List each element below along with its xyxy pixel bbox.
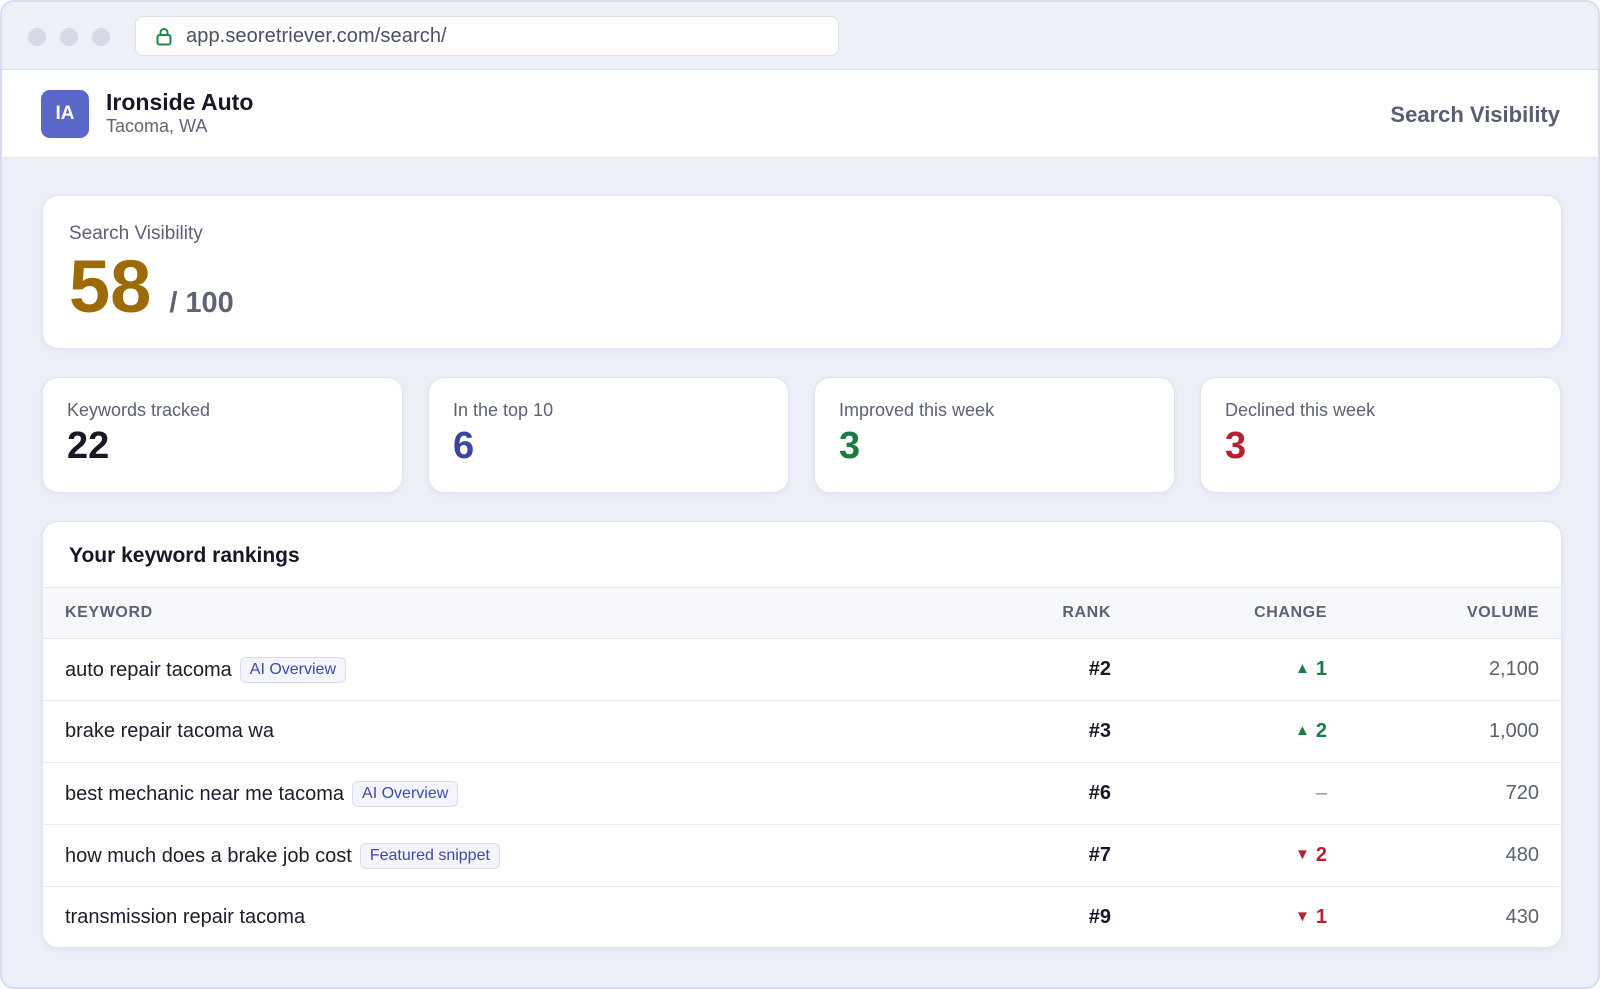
keyword-rankings-card: Your keyword rankings Keyword Rank Chang… [42, 521, 1562, 948]
rank-cell: #9 [911, 887, 1111, 948]
volume-value: 1,000 [1488, 720, 1539, 742]
stat-value: 3 [839, 425, 861, 467]
score-row: 58 / 100 [69, 250, 234, 324]
table-row[interactable]: how much does a brake job cost Featured s… [43, 824, 1561, 887]
window-close-dot[interactable] [28, 28, 46, 46]
rankings-title: Your keyword rankings [69, 544, 300, 567]
volume-cell: 2,100 [1327, 638, 1561, 701]
change-cell: ▲ 1 [1111, 638, 1327, 701]
change-value: 1 [1315, 658, 1327, 680]
score-value: 58 [69, 245, 152, 328]
keyword-text: how much does a brake job cost [65, 844, 352, 867]
change-indicator: ▼ 2 [1295, 844, 1327, 866]
keyword-cell: brake repair tacoma wa [43, 700, 911, 763]
change-value: – [1315, 782, 1327, 804]
stat-card-improved: Improved this week 3 [814, 377, 1175, 493]
change-value: 1 [1315, 906, 1327, 929]
change-indicator: ▼ 1 [1295, 906, 1327, 928]
keyword-text: best mechanic near me tacoma [65, 782, 345, 805]
table-row[interactable]: auto repair tacoma AI Overview #2 ▲ 1 2,10… [43, 638, 1561, 701]
keyword-text: brake repair tacoma wa [65, 720, 274, 742]
volume-value: 430 [1505, 906, 1539, 929]
stat-label: Improved this week [839, 400, 995, 420]
stat-value: 3 [1225, 425, 1247, 467]
change-indicator: ▲ 1 [1295, 658, 1327, 680]
change-cell: ▼ 1 [1111, 887, 1327, 948]
volume-cell: 1,000 [1327, 700, 1561, 763]
page-title: Search Visibility [1390, 102, 1560, 127]
keyword-text: auto repair tacoma [65, 658, 232, 681]
keyword-cell: how much does a brake job cost Featured s… [43, 824, 911, 887]
table-row[interactable]: brake repair tacoma wa #3 ▲ 2 1,000 [43, 700, 1561, 763]
rankings-table: Keyword Rank Change Volume auto repair t… [43, 587, 1561, 948]
rank-cell: #6 [911, 762, 1111, 825]
column-header-rank[interactable]: Rank [1062, 604, 1111, 621]
stat-label: Keywords tracked [67, 400, 211, 420]
rank-cell: #7 [911, 824, 1111, 887]
change-cell: ▼ 2 [1111, 824, 1327, 887]
triangle-up-icon: ▲ [1295, 660, 1310, 677]
window-minimize-dot[interactable] [60, 28, 78, 46]
keyword-text: transmission repair tacoma [65, 906, 306, 929]
visibility-score-card: Search Visibility 58 / 100 [42, 195, 1562, 349]
rank-value: #9 [1088, 906, 1111, 929]
triangle-down-icon: ▼ [1295, 908, 1310, 926]
volume-value: 480 [1505, 844, 1539, 866]
stat-value: 6 [453, 425, 475, 467]
rank-value: #2 [1088, 658, 1111, 680]
score-max: / 100 [169, 287, 234, 319]
rank-cell: #3 [911, 700, 1111, 763]
url-text: app.seoretriever.com/search/ [186, 24, 447, 47]
change-cell: ▲ 2 [1111, 700, 1327, 763]
keyword-cell: transmission repair tacoma [43, 887, 911, 948]
rank-value: #3 [1088, 720, 1111, 742]
volume-value: 720 [1505, 782, 1539, 804]
volume-cell: 480 [1327, 824, 1561, 887]
app-header: IA Ironside Auto Tacoma, WA Search Visib… [2, 70, 1598, 158]
stat-card-declined: Declined this week 3 [1200, 377, 1561, 493]
column-header-change[interactable]: Change [1254, 604, 1327, 621]
stat-label: In the top 10 [453, 400, 554, 420]
window-maximize-dot[interactable] [92, 28, 110, 46]
stat-value: 22 [67, 425, 110, 467]
business-location: Tacoma, WA [106, 116, 208, 136]
volume-cell: 720 [1327, 762, 1561, 825]
serp-feature-badge: Featured snippet [359, 842, 500, 869]
business-avatar: IA [41, 90, 89, 138]
address-bar[interactable]: app.seoretriever.com/search/ [135, 16, 839, 56]
change-indicator: – [1316, 782, 1327, 804]
keyword-cell: auto repair tacoma AI Overview [43, 638, 911, 701]
business-name: Ironside Auto [106, 89, 254, 115]
lock-icon [156, 26, 174, 46]
triangle-down-icon: ▼ [1295, 846, 1310, 863]
column-header-volume[interactable]: Volume [1466, 604, 1539, 621]
triangle-up-icon: ▲ [1295, 722, 1310, 739]
change-indicator: ▲ 2 [1295, 720, 1327, 742]
stat-label: Declined this week [1225, 400, 1376, 420]
keyword-cell: best mechanic near me tacoma AI Overview [43, 762, 911, 825]
rank-value: #6 [1088, 782, 1111, 804]
rank-cell: #2 [911, 638, 1111, 701]
change-value: 2 [1315, 720, 1327, 742]
volume-value: 2,100 [1488, 658, 1539, 680]
change-cell: – [1111, 762, 1327, 825]
table-header-row: Keyword Rank Change Volume [43, 587, 1561, 639]
table-row[interactable]: transmission repair tacoma #9 ▼ 1 430 [43, 887, 1561, 948]
score-label: Search Visibility [69, 223, 203, 244]
stat-card-keywords-tracked: Keywords tracked 22 [42, 377, 403, 493]
browser-chrome: app.seoretriever.com/search/ [2, 2, 1598, 70]
stat-card-top-10: In the top 10 6 [428, 377, 789, 493]
serp-feature-badge: AI Overview [239, 656, 347, 683]
volume-cell: 430 [1327, 887, 1561, 948]
table-row[interactable]: best mechanic near me tacoma AI Overview … [43, 762, 1561, 825]
rank-value: #7 [1088, 844, 1111, 866]
change-value: 2 [1315, 844, 1327, 866]
serp-feature-badge: AI Overview [352, 780, 459, 807]
column-header-keyword[interactable]: Keyword [65, 604, 153, 621]
